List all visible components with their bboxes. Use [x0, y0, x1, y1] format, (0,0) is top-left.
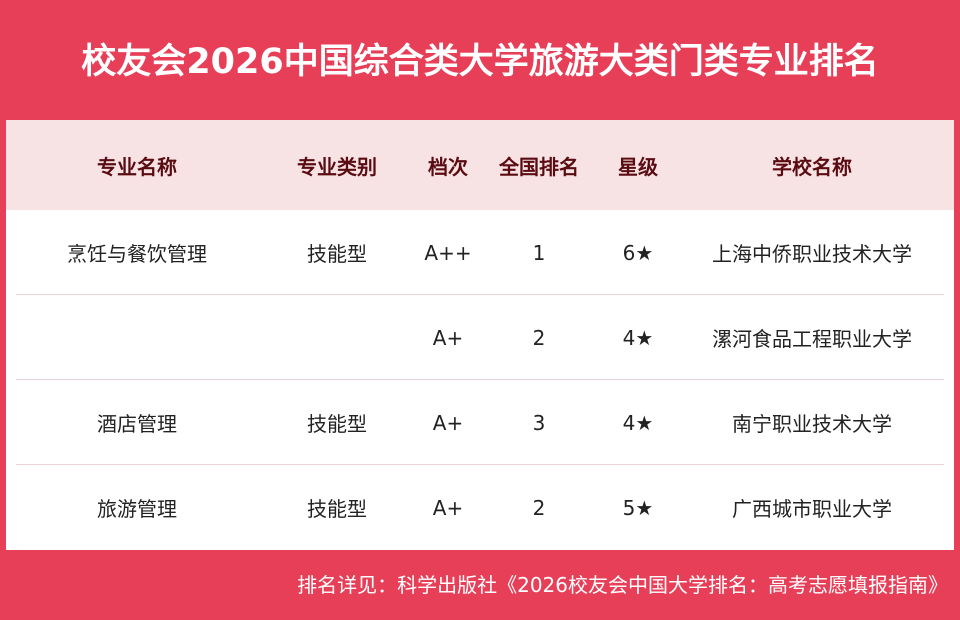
table-header: 专业名称 专业类别 档次 全国排名 星级 学校名称 — [6, 120, 954, 210]
cell-grade: A+ — [432, 410, 464, 435]
header-school-name: 学校名称 — [772, 154, 852, 179]
cell-major-type — [277, 295, 397, 380]
cell-school-name: 漯河食品工程职业大学 — [712, 327, 912, 351]
header-stars: 星级 — [618, 154, 658, 179]
cell-major-type: 技能型 — [307, 497, 367, 521]
cell-major-name: 旅游管理 — [97, 497, 177, 521]
table-row: 酒店管理 技能型 A+ 3 4★ 南宁职业技术大学 — [6, 380, 954, 465]
cell-grade: A++ — [424, 240, 472, 265]
cell-school-name: 上海中侨职业技术大学 — [712, 242, 912, 266]
header-major-type: 专业类别 — [297, 154, 377, 179]
cell-national-rank: 3 — [532, 410, 546, 435]
ranking-table: 专业名称 专业类别 档次 全国排名 星级 学校名称 烹饪与餐饮管理 技能型 A++ 1… — [6, 120, 954, 550]
cell-major-name: 烹饪与餐饮管理 — [67, 242, 207, 266]
cell-stars: 4★ — [622, 325, 654, 350]
header-grade: 档次 — [428, 154, 468, 179]
page-title: 校友会2026中国综合类大学旅游大类门类专业排名 — [81, 42, 879, 82]
cell-school-name: 南宁职业技术大学 — [732, 412, 892, 436]
cell-major-name: 酒店管理 — [97, 412, 177, 436]
cell-major-type: 技能型 — [307, 412, 367, 436]
table-row: 烹饪与餐饮管理 技能型 A++ 1 6★ 上海中侨职业技术大学 — [6, 210, 954, 295]
cell-major-type: 技能型 — [307, 242, 367, 266]
cell-stars: 6★ — [622, 240, 654, 265]
cell-national-rank: 1 — [532, 240, 546, 265]
cell-stars: 5★ — [622, 495, 654, 520]
table-row: A+ 2 4★ 漯河食品工程职业大学 — [6, 295, 954, 380]
cell-school-name: 广西城市职业大学 — [732, 497, 892, 521]
cell-major-name — [57, 295, 217, 380]
cell-grade: A+ — [432, 495, 464, 520]
cell-national-rank: 2 — [532, 325, 546, 350]
cell-grade: A+ — [432, 325, 464, 350]
table-row: 旅游管理 技能型 A+ 2 5★ 广西城市职业大学 — [6, 465, 954, 550]
source-note: 排名详见：科学出版社《2026校友会中国大学排名：高考志愿填报指南》 — [297, 573, 948, 597]
cell-national-rank: 2 — [532, 495, 546, 520]
cell-stars: 4★ — [622, 410, 654, 435]
header-national-rank: 全国排名 — [499, 154, 579, 179]
header-major-name: 专业名称 — [97, 154, 177, 179]
